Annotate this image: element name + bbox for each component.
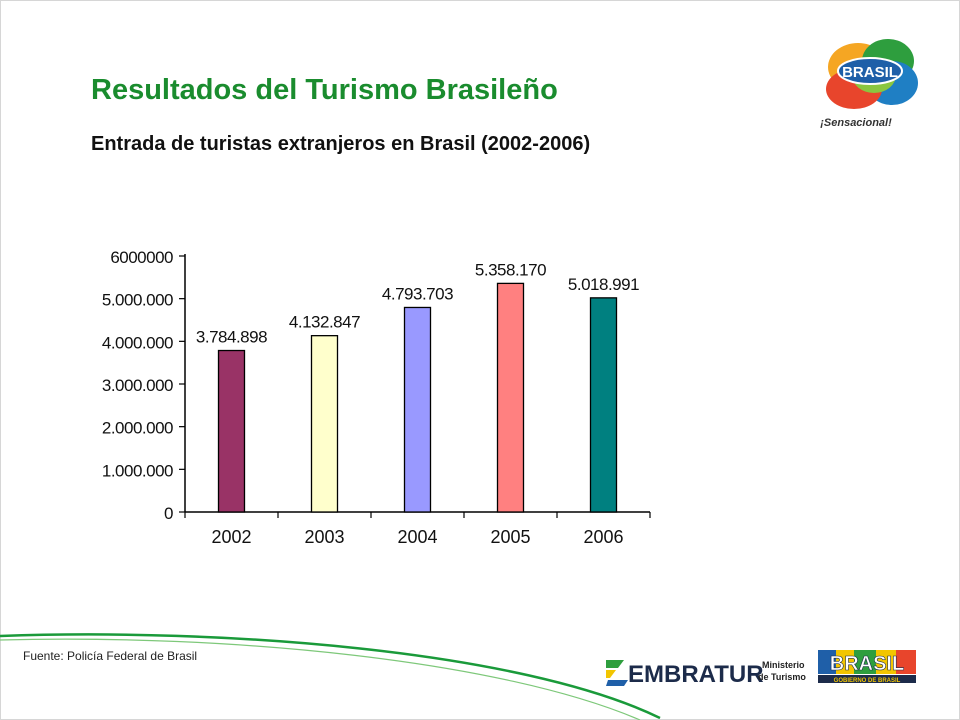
- chart-subtitle: Entrada de turistas extranjeros en Brasi…: [91, 133, 591, 155]
- x-tick-label: 2005: [490, 527, 530, 547]
- source-note: Fuente: Policía Federal de Brasil: [23, 649, 198, 663]
- y-tick-label: 2.000.000: [102, 419, 173, 438]
- page-title: Resultados del Turismo Brasileño: [91, 74, 558, 106]
- brasil-logo-word: BRASIL: [842, 64, 898, 81]
- gov-logo-word: BRASIL: [830, 653, 904, 675]
- bottom-swoosh: [0, 633, 661, 720]
- y-tick-label: 3.000.000: [102, 376, 173, 395]
- gov-logo-caption: GOBIERNO DE BRASIL: [834, 678, 901, 684]
- x-tick-label: 2004: [397, 527, 437, 547]
- bar-data-label: 4.132.847: [289, 313, 360, 332]
- brasil-sensacional-logo: BRASIL ¡Sensacional!: [820, 39, 918, 129]
- y-tick-label: 1.000.000: [102, 461, 173, 480]
- bar-2004: [403, 306, 432, 513]
- bar-data-label: 5.018.991: [568, 275, 639, 294]
- y-tick-label: 5.000.000: [102, 291, 173, 310]
- bar-2002: [217, 349, 246, 513]
- y-tick-label: 4.000.000: [102, 333, 173, 352]
- bar-2003: [310, 335, 339, 513]
- y-tick-label: 6000000: [110, 248, 173, 267]
- embratur-word: EMBRATUR: [628, 661, 764, 688]
- x-tick-label: 2003: [304, 527, 344, 547]
- bar-data-label: 3.784.898: [196, 328, 267, 347]
- y-tick-label: 0: [164, 504, 173, 523]
- bar-data-label: 4.793.703: [382, 284, 453, 303]
- bar-chart: 0 1.000.000 2.000.000 3.000.000 4.000.000 5.0…: [102, 248, 651, 547]
- bar-data-label: 5.358.170: [475, 260, 546, 279]
- ministry-line2: de Turismo: [758, 672, 806, 682]
- bar-2005: [496, 282, 525, 513]
- gobierno-brasil-logo: BRASIL GOBIERNO DE BRASIL: [818, 650, 916, 684]
- x-tick-label: 2006: [583, 527, 623, 547]
- ministry-line1: Ministerio: [762, 660, 805, 670]
- brasil-logo-tagline: ¡Sensacional!: [820, 117, 892, 129]
- embratur-logo: EMBRATUR Ministerio de Turismo: [606, 660, 806, 688]
- x-tick-label: 2002: [211, 527, 251, 547]
- bar-2006: [589, 297, 618, 513]
